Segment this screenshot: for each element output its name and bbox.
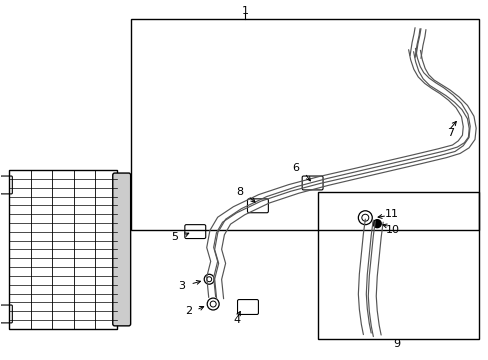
- Text: 9: 9: [393, 339, 400, 349]
- Text: 4: 4: [233, 315, 240, 325]
- Text: 11: 11: [385, 209, 398, 219]
- Bar: [9, 170, 117, 329]
- Bar: [130, 19, 478, 230]
- Bar: [317, 192, 478, 339]
- Text: 5: 5: [170, 231, 178, 242]
- Circle shape: [372, 220, 381, 228]
- Text: 10: 10: [386, 225, 399, 235]
- FancyBboxPatch shape: [113, 173, 130, 326]
- Text: 1: 1: [241, 6, 248, 16]
- Text: 8: 8: [236, 187, 243, 197]
- Text: 7: 7: [447, 129, 453, 138]
- Text: 2: 2: [184, 306, 191, 316]
- Text: 3: 3: [178, 281, 184, 291]
- Text: 6: 6: [292, 163, 299, 173]
